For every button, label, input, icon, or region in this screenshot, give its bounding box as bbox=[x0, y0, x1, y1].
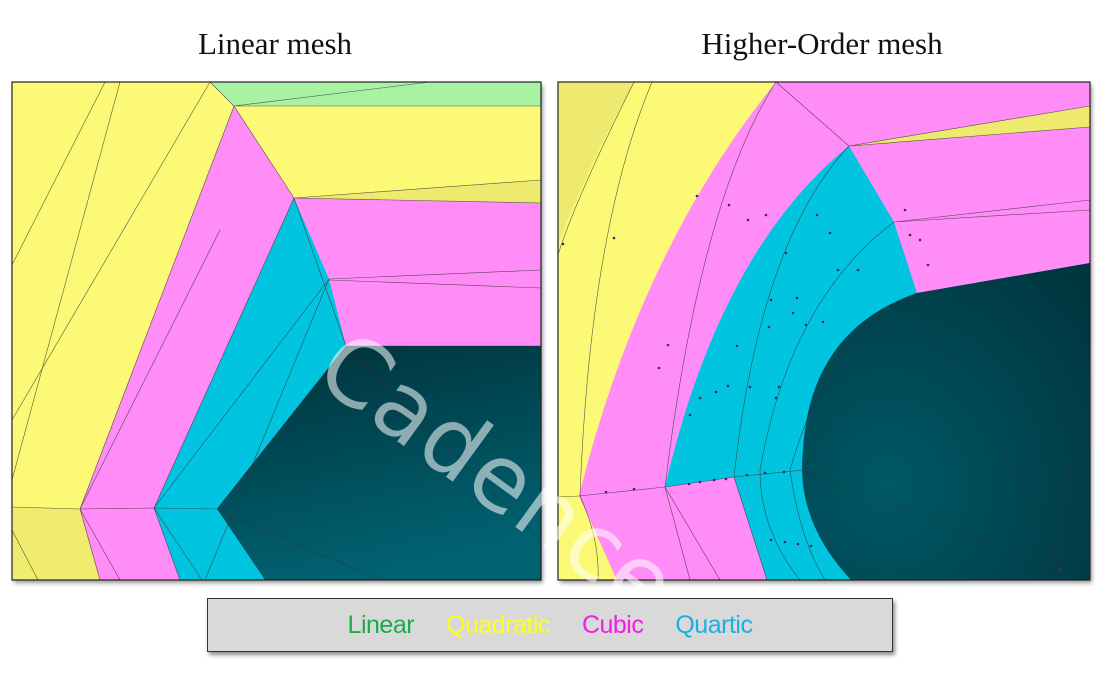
geometry-region bbox=[217, 346, 541, 580]
high-order-nodes bbox=[561, 194, 1062, 572]
higher-order-mesh-panel bbox=[557, 81, 1091, 581]
higher-order-mesh-title: Higher-Order mesh bbox=[701, 26, 943, 61]
linear-mesh-title: Linear mesh bbox=[197, 26, 353, 61]
quartic-region bbox=[154, 198, 346, 580]
legend-item-cubic: Cubic bbox=[581, 610, 644, 639]
linear-region bbox=[210, 82, 541, 106]
linear-mesh-panel bbox=[11, 81, 542, 581]
legend-item-quartic: Quartic bbox=[675, 610, 753, 639]
order-legend: Linear Quadratic Cubic Quartic bbox=[207, 598, 893, 652]
legend-item-linear: Linear bbox=[347, 610, 415, 639]
legend-item-quadratic: Quadratic bbox=[446, 610, 550, 639]
geometry-region bbox=[802, 263, 1090, 580]
